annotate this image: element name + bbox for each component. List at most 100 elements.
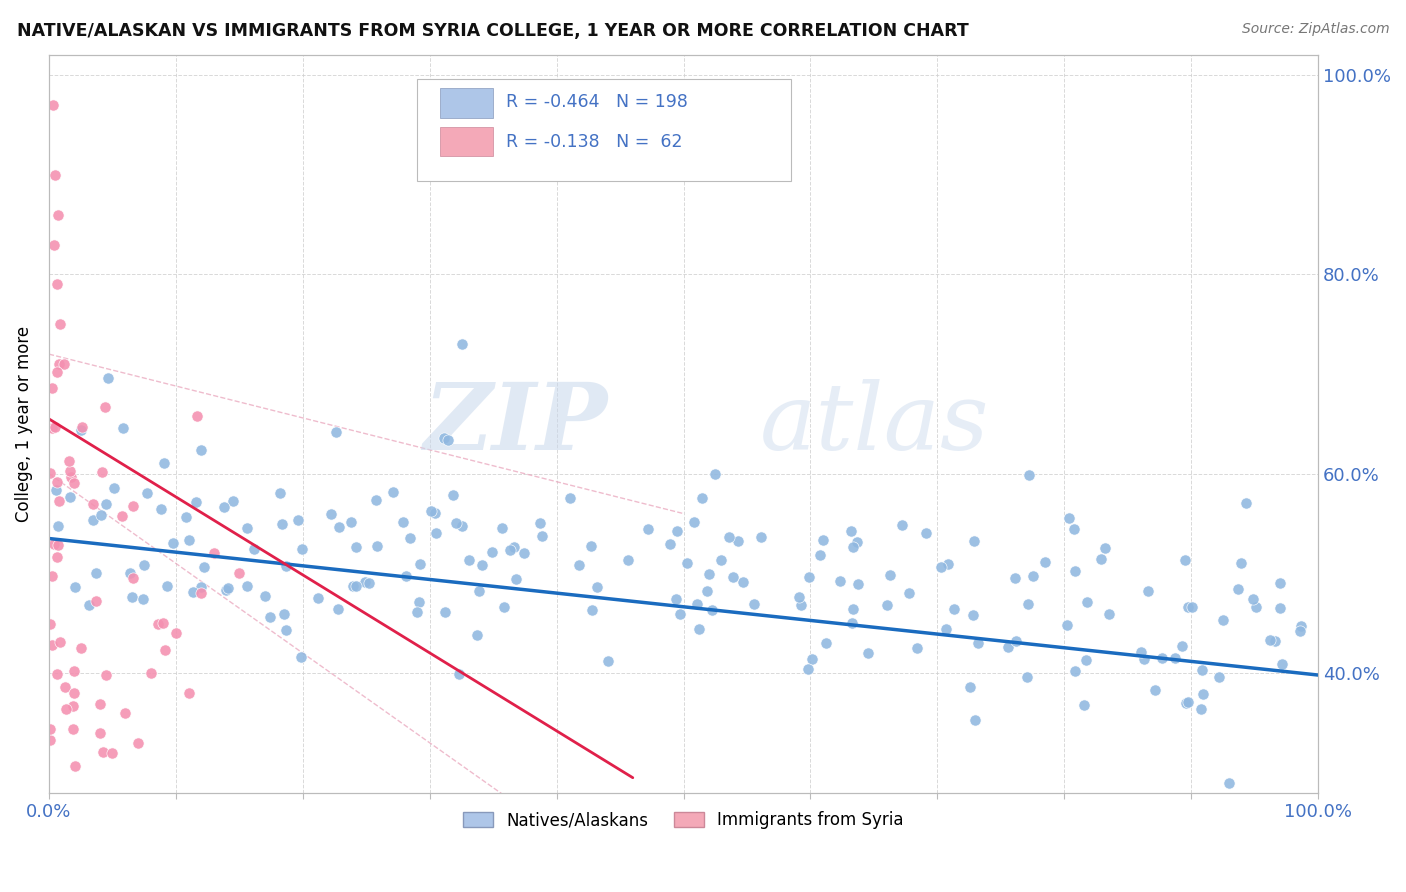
Point: [122, 500, 145, 514]
Point: [876, 598, 898, 612]
Text: R = -0.464   N = 198: R = -0.464 N = 198: [506, 93, 688, 111]
Point: [49, 317, 72, 331]
Point: [1189, 702, 1212, 716]
Point: [1076, 594, 1098, 608]
Point: [1063, 664, 1085, 678]
Point: [419, 504, 441, 518]
Point: [94, 400, 117, 414]
Point: [1090, 552, 1112, 566]
Point: [44, 168, 66, 182]
Point: [1208, 670, 1230, 684]
Point: [529, 516, 551, 531]
Point: [41, 639, 63, 653]
Point: [366, 492, 388, 507]
Point: [665, 591, 688, 606]
Point: [44, 419, 66, 434]
Point: [101, 746, 124, 760]
Point: [423, 506, 446, 520]
Point: [62, 476, 84, 491]
Point: [586, 581, 609, 595]
Point: [1241, 591, 1264, 606]
Point: [1260, 632, 1282, 647]
Point: [59, 470, 82, 484]
Point: [1289, 624, 1312, 639]
Point: [1004, 634, 1026, 648]
Point: [212, 500, 235, 515]
Point: [702, 603, 724, 617]
Point: [943, 602, 966, 616]
Point: [217, 581, 239, 595]
Point: [727, 534, 749, 549]
Point: [617, 553, 640, 567]
Point: [690, 491, 713, 506]
Point: [110, 508, 132, 523]
Point: [41, 569, 63, 583]
Point: [481, 544, 503, 558]
Point: [790, 598, 813, 612]
Point: [287, 513, 309, 527]
Point: [344, 579, 367, 593]
Point: [63, 664, 86, 678]
Point: [291, 541, 314, 556]
Text: ZIP: ZIP: [423, 379, 607, 469]
Point: [156, 579, 179, 593]
Point: [202, 546, 225, 560]
Point: [41, 421, 63, 435]
Point: [959, 680, 981, 694]
Point: [505, 572, 527, 586]
FancyBboxPatch shape: [418, 78, 792, 180]
Point: [723, 570, 745, 584]
Point: [841, 616, 863, 631]
Point: [731, 574, 754, 589]
Point: [1164, 651, 1187, 665]
Point: [558, 491, 581, 506]
Point: [48, 494, 70, 508]
Point: [962, 608, 984, 623]
Point: [193, 560, 215, 574]
Point: [444, 516, 467, 530]
Point: [513, 546, 536, 560]
Point: [842, 601, 865, 615]
Point: [581, 603, 603, 617]
Point: [879, 568, 901, 582]
Point: [1094, 541, 1116, 555]
Point: [967, 636, 990, 650]
Point: [1263, 633, 1285, 648]
Point: [1076, 653, 1098, 667]
Point: [259, 609, 281, 624]
Point: [273, 607, 295, 621]
Point: [63, 759, 86, 773]
Point: [89, 726, 111, 740]
Point: [468, 583, 491, 598]
Point: [467, 628, 489, 642]
Point: [308, 591, 330, 605]
Point: [42, 237, 65, 252]
Point: [845, 534, 868, 549]
Point: [797, 663, 820, 677]
Point: [828, 574, 851, 588]
Point: [325, 425, 347, 440]
Point: [59, 490, 82, 504]
Point: [1268, 601, 1291, 615]
Legend: Natives/Alaskans, Immigrants from Syria: Natives/Alaskans, Immigrants from Syria: [457, 805, 910, 836]
Point: [1226, 582, 1249, 597]
Point: [132, 591, 155, 606]
Point: [228, 566, 250, 581]
Point: [1171, 639, 1194, 653]
Point: [58, 464, 80, 478]
Point: [842, 540, 865, 554]
Point: [399, 531, 422, 545]
Point: [1177, 600, 1199, 615]
Point: [63, 580, 86, 594]
Point: [1004, 571, 1026, 585]
Point: [135, 485, 157, 500]
Point: [704, 467, 727, 481]
Point: [1291, 618, 1313, 632]
Point: [408, 595, 430, 609]
Point: [242, 542, 264, 557]
Point: [686, 597, 709, 611]
Point: [121, 571, 143, 585]
Point: [162, 536, 184, 550]
Point: [568, 558, 591, 573]
Point: [437, 433, 460, 447]
